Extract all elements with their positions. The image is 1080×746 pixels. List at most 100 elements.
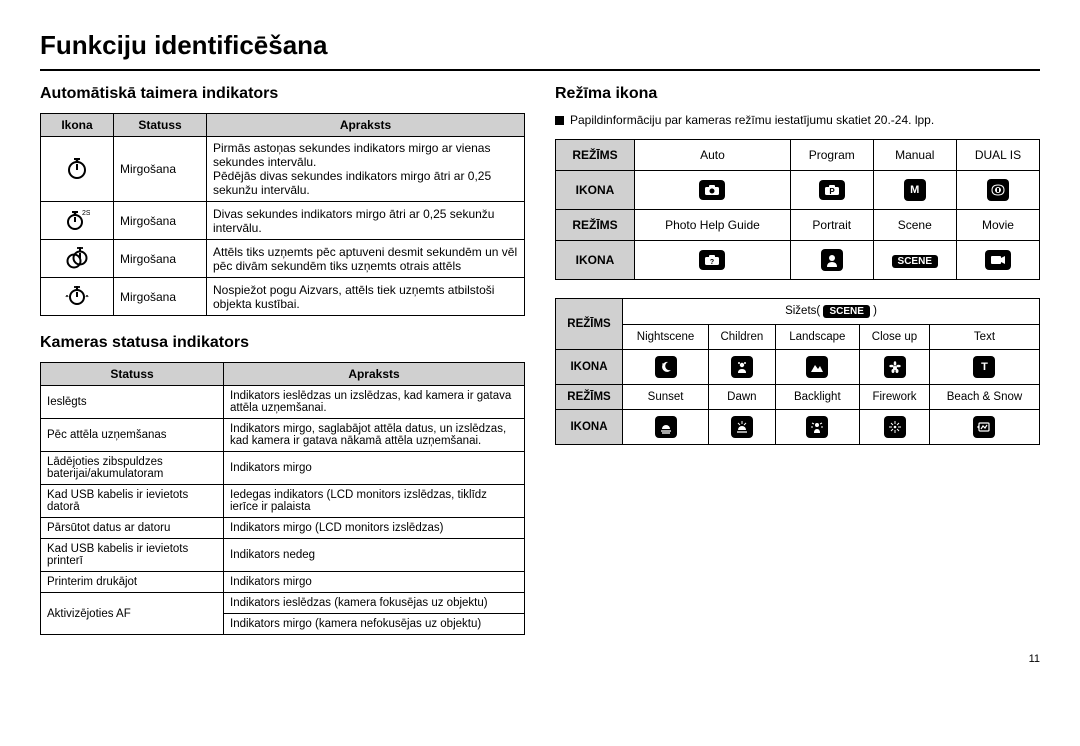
timer-icon-cell: [41, 137, 114, 202]
timer-status: Mirgošana: [114, 240, 207, 278]
status-cell: Kad USB kabelis ir ievietots datorā: [41, 485, 224, 518]
self-timer-2s-icon: 2S: [64, 206, 90, 232]
label-rezims: REŽĪMS: [556, 210, 635, 241]
scene-icon-cell: [775, 350, 859, 385]
scene-icon-cell: [623, 350, 709, 385]
th-statuss: Statuss: [114, 114, 207, 137]
mode-icon-cell: M: [873, 171, 956, 210]
desc-cell: Indikators mirgo: [224, 452, 525, 485]
timer-icon-cell: 2S: [41, 202, 114, 240]
beach-snow-icon: [973, 416, 995, 438]
status-cell: Kad USB kabelis ir ievietots printerī: [41, 539, 224, 572]
self-timer-icon: [64, 155, 90, 181]
timer-table: Ikona Statuss Apraksts Mirgošana Pirmās …: [40, 113, 525, 316]
mode-icon-cell: ?: [635, 241, 791, 280]
mode-name: Portrait: [790, 210, 873, 241]
scene-name: Beach & Snow: [929, 385, 1039, 410]
mode-icon-cell: SCENE: [873, 241, 956, 280]
left-column: Automātiskā taimera indikators Ikona Sta…: [40, 85, 525, 635]
scene-icon-cell: [623, 410, 709, 445]
page-title: Funkciju identificēšana: [40, 30, 1040, 61]
desc-cell: Iedegas indikators (LCD monitors izslēdz…: [224, 485, 525, 518]
portrait-mode-icon: [821, 249, 843, 271]
note-text: Papildinformāciju par kameras režīmu ies…: [570, 113, 934, 127]
desc-cell: Indikators ieslēdzas un izslēdzas, kad k…: [224, 386, 525, 419]
timer-desc: Nospiežot pogu Aizvars, attēls tiek uzņe…: [207, 278, 525, 316]
desc-cell: Indikators nedeg: [224, 539, 525, 572]
status-cell: Lādējoties zibspuldzes baterijai/akumula…: [41, 452, 224, 485]
label-rezims: REŽĪMS: [556, 140, 635, 171]
scene-name: Firework: [860, 385, 930, 410]
mode-note: Papildinformāciju par kameras režīmu ies…: [555, 113, 1040, 127]
status-table: Statuss Apraksts IeslēgtsIndikators iesl…: [40, 362, 525, 635]
label-rezims: REŽĪMS: [556, 299, 623, 350]
status-cell: Pārsūtot datus ar datoru: [41, 518, 224, 539]
mode-name: Photo Help Guide: [635, 210, 791, 241]
title-rule: [40, 69, 1040, 71]
scene-name: Landscape: [775, 325, 859, 350]
timer-status: Mirgošana: [114, 278, 207, 316]
scene-mode-icon: SCENE: [892, 255, 938, 268]
scene-name: Close up: [860, 325, 930, 350]
timer-status: Mirgošana: [114, 202, 207, 240]
scene-name: Backlight: [775, 385, 859, 410]
svg-text:2S: 2S: [82, 210, 90, 217]
scene-name: Sunset: [623, 385, 709, 410]
timer-heading: Automātiskā taimera indikators: [40, 85, 525, 103]
desc-cell: Indikators mirgo, saglabājot attēla datu…: [224, 419, 525, 452]
scene-icon-cell: [709, 350, 775, 385]
status-cell: Printerim drukājot: [41, 572, 224, 593]
program-mode-icon: P: [819, 180, 845, 200]
status-cell: Aktivizējoties AF: [41, 593, 224, 635]
mode-name: Scene: [873, 210, 956, 241]
scene-icon-cell: T: [929, 350, 1039, 385]
desc-cell: Indikators mirgo: [224, 572, 525, 593]
landscape-icon: [806, 356, 828, 378]
nightscene-icon: [655, 356, 677, 378]
firework-icon: [884, 416, 906, 438]
mode-name: Manual: [873, 140, 956, 171]
main-columns: Automātiskā taimera indikators Ikona Sta…: [40, 85, 1040, 635]
scene-icon-cell: [775, 410, 859, 445]
scene-header: Sižets( SCENE ): [623, 299, 1040, 325]
text-icon: T: [973, 356, 995, 378]
scene-icon-cell: [860, 410, 930, 445]
desc-cell: Indikators ieslēdzas (kamera fokusējas u…: [224, 593, 525, 614]
scene-name: Dawn: [709, 385, 775, 410]
scene-icon-cell: [929, 410, 1039, 445]
label-ikona: IKONA: [556, 350, 623, 385]
auto-mode-icon: [699, 180, 725, 200]
movie-mode-icon: [985, 250, 1011, 270]
mode-table: REŽĪMS Auto Program Manual DUAL IS IKONA…: [555, 139, 1040, 280]
children-icon: [731, 356, 753, 378]
label-ikona: IKONA: [556, 241, 635, 280]
right-column: Režīma ikona Papildinformāciju par kamer…: [555, 85, 1040, 635]
status-cell: Ieslēgts: [41, 386, 224, 419]
scene-header-text: Sižets: [785, 305, 816, 317]
mode-icon-cell: [790, 241, 873, 280]
status-cell: Pēc attēla uzņemšanas: [41, 419, 224, 452]
th-apraksts2: Apraksts: [224, 363, 525, 386]
scene-name: Nightscene: [623, 325, 709, 350]
timer-desc: Attēls tiks uzņemts pēc aptuveni desmit …: [207, 240, 525, 278]
scene-name: Children: [709, 325, 775, 350]
timer-desc: Divas sekundes indikators mirgo ātri ar …: [207, 202, 525, 240]
desc-cell: Indikators mirgo (LCD monitors izslēdzas…: [224, 518, 525, 539]
page-number: 11: [40, 653, 1040, 665]
timer-icon-cell: [41, 278, 114, 316]
timer-icon-cell: [41, 240, 114, 278]
mode-icon-cell: [635, 171, 791, 210]
sunset-icon: [655, 416, 677, 438]
mode-name: Program: [790, 140, 873, 171]
dawn-icon: [731, 416, 753, 438]
timer-desc: Pirmās astoņas sekundes indikators mirgo…: [207, 137, 525, 202]
mode-name: Auto: [635, 140, 791, 171]
th-statuss2: Statuss: [41, 363, 224, 386]
mode-icon-cell: [956, 241, 1039, 280]
th-apraksts: Apraksts: [207, 114, 525, 137]
backlight-icon: [806, 416, 828, 438]
mode-icon-cell: P: [790, 171, 873, 210]
status-heading: Kameras statusa indikators: [40, 334, 525, 352]
svg-text:P: P: [829, 187, 835, 196]
self-timer-double-icon: [64, 244, 90, 270]
